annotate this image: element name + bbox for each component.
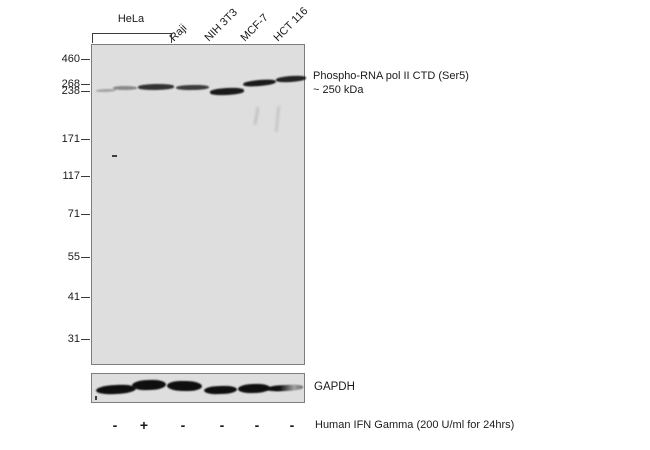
sample-label-hela: HeLa <box>117 13 145 25</box>
mw-marker-460: 460 <box>61 53 80 65</box>
mw-tick-71 <box>81 214 90 216</box>
treatment-symbol-lane4: - <box>219 417 225 433</box>
mw-marker-41: 41 <box>67 291 80 303</box>
band-gapdh-lane3 <box>166 380 203 392</box>
sample-label-mcf7: MCF-7 <box>238 11 271 44</box>
band-gapdh-lane6 <box>266 384 304 392</box>
band-target-lane3 <box>175 84 210 91</box>
treatment-label: Human IFN Gamma (200 U/ml for 24hrs) <box>315 419 515 431</box>
blot-panel-gapdh <box>91 373 305 403</box>
artifact-streak-2 <box>274 105 281 133</box>
gapdh-label: GAPDH <box>314 381 355 393</box>
treatment-symbol-lane6: - <box>289 417 295 433</box>
mw-marker-71: 71 <box>67 208 80 220</box>
mw-marker-117: 117 <box>62 170 80 182</box>
mw-tick-268 <box>81 84 90 86</box>
mw-tick-238 <box>81 91 90 93</box>
mw-tick-41 <box>81 297 90 299</box>
artifact-speck <box>112 155 117 157</box>
treatment-symbol-lane1: - <box>112 417 118 433</box>
mw-tick-117 <box>81 176 90 178</box>
mw-marker-55: 55 <box>67 251 80 263</box>
artifact-streak-1 <box>253 106 260 126</box>
mw-marker-171: 171 <box>61 133 80 145</box>
mw-tick-171 <box>81 139 90 141</box>
target-annotation-size: ~ 250 kDa <box>313 84 364 96</box>
band-target-lane4 <box>209 87 245 96</box>
mw-marker-268: 268 <box>61 78 80 90</box>
mw-tick-31 <box>81 339 90 341</box>
mw-marker-31: 31 <box>67 333 80 345</box>
mw-marker-238: 238 <box>61 85 80 97</box>
band-target-lane5 <box>242 78 277 88</box>
hela-lane-bracket <box>92 33 172 43</box>
sample-label-nih3t3: NIH 3T3 <box>202 6 240 45</box>
treatment-symbol-lane2: + <box>139 417 149 433</box>
band-target-lane6 <box>275 74 307 83</box>
sample-label-hct116: HCT 116 <box>271 5 311 44</box>
band-target-lane1b <box>113 86 137 90</box>
blot-panel-target <box>91 44 307 365</box>
band-target-lane2 <box>137 83 175 90</box>
treatment-symbol-lane3: - <box>180 417 186 433</box>
band-gapdh-lane1 <box>95 383 137 396</box>
gapdh-panel-speck <box>95 396 97 400</box>
mw-tick-55 <box>81 257 90 259</box>
band-target-lane1 <box>95 88 117 93</box>
treatment-symbol-lane5: - <box>254 417 260 433</box>
mw-tick-460 <box>81 59 90 61</box>
band-gapdh-lane2 <box>131 379 167 391</box>
target-annotation-name: Phospho-RNA pol II CTD (Ser5) <box>313 70 469 82</box>
band-gapdh-lane4 <box>203 385 238 395</box>
band-gapdh-lane5 <box>237 383 271 394</box>
